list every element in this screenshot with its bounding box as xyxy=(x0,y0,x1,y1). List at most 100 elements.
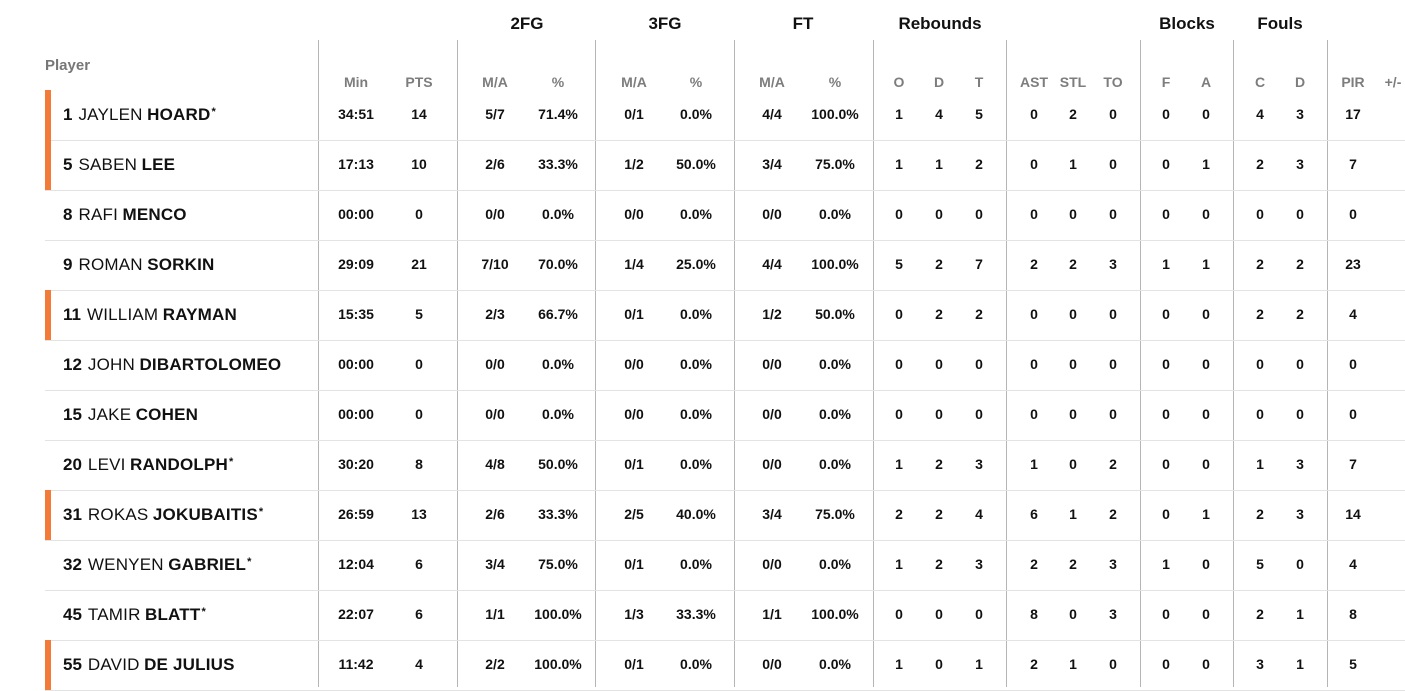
player-name[interactable]: 11 WILLIAM RAYMAN xyxy=(63,305,238,325)
header-foul-d[interactable]: D xyxy=(1294,74,1306,90)
player-row[interactable]: 1 JAYLEN HOARD* 34:51 14 5/7 71.4% 0/1 0.0% 4/4 1… xyxy=(45,90,1405,141)
stat-foul-c: 2 xyxy=(1256,256,1264,272)
player-name[interactable]: 15 JAKE COHEN xyxy=(63,405,199,425)
stat-fg2-pct: 75.0% xyxy=(538,556,578,572)
stat-ast: 0 xyxy=(1030,206,1038,222)
stat-fg3-ma: 0/0 xyxy=(624,406,644,422)
player-row[interactable]: 55 DAVID DE JULIUS 11:42 4 2/2 100.0% 0/1 0.0% 0… xyxy=(45,640,1405,691)
header-3fg-pct[interactable]: % xyxy=(689,74,703,90)
player-first-name: RAFI xyxy=(78,205,118,224)
stat-ft-ma: 3/4 xyxy=(762,506,782,522)
player-row[interactable]: 45 TAMIR BLATT* 22:07 6 1/1 100.0% 1/3 33.3% 1/1… xyxy=(45,590,1405,641)
player-number: 8 xyxy=(63,205,73,224)
player-row[interactable]: 20 LEVI RANDOLPH* 30:20 8 4/8 50.0% 0/1 0.0% 0/0… xyxy=(45,440,1405,491)
stat-pts: 13 xyxy=(411,506,427,522)
header-ast[interactable]: AST xyxy=(1020,74,1048,90)
header-ft-pct[interactable]: % xyxy=(828,74,842,90)
header-reb-t[interactable]: T xyxy=(974,74,984,90)
player-row[interactable]: 15 JAKE COHEN 00:00 0 0/0 0.0% 0/0 0.0% 0/0 0.0% 0… xyxy=(45,390,1405,441)
header-2fg-ma[interactable]: M/A xyxy=(482,74,508,90)
stat-blk-f: 0 xyxy=(1162,356,1170,372)
stat-foul-c: 0 xyxy=(1256,356,1264,372)
stat-blk-a: 0 xyxy=(1202,106,1210,122)
header-reb-o[interactable]: O xyxy=(893,74,905,90)
player-name[interactable]: 12 JOHN DIBARTOLOMEO xyxy=(63,355,282,375)
header-player[interactable]: Player xyxy=(45,57,91,74)
header-3fg-ma[interactable]: M/A xyxy=(621,74,647,90)
stat-pir: 7 xyxy=(1349,156,1357,172)
header-to[interactable]: TO xyxy=(1103,74,1123,90)
player-last-name: LEE xyxy=(141,155,176,174)
stat-min: 11:42 xyxy=(338,656,374,672)
stat-reb-t: 4 xyxy=(975,506,983,522)
stat-pir: 23 xyxy=(1345,256,1361,272)
column-divider xyxy=(318,40,319,687)
stat-pts: 6 xyxy=(415,606,423,622)
stat-foul-d: 0 xyxy=(1296,206,1304,222)
player-name[interactable]: 32 WENYEN GABRIEL* xyxy=(63,555,251,575)
player-star-marker: * xyxy=(201,606,206,618)
stat-to: 0 xyxy=(1109,156,1117,172)
player-name[interactable]: 1 JAYLEN HOARD* xyxy=(63,105,216,125)
player-row[interactable]: 11 WILLIAM RAYMAN 15:35 5 2/3 66.7% 0/1 0.0% 1/2… xyxy=(45,290,1405,341)
stat-ft-pct: 100.0% xyxy=(811,256,859,272)
stat-reb-d: 0 xyxy=(935,206,943,222)
header-2fg-pct[interactable]: % xyxy=(551,74,565,90)
stat-foul-c: 0 xyxy=(1256,406,1264,422)
header-min[interactable]: Min xyxy=(343,74,369,90)
stat-blk-a: 1 xyxy=(1202,156,1210,172)
player-first-name: WILLIAM xyxy=(86,305,159,324)
stat-pir: 0 xyxy=(1349,206,1357,222)
player-number: 11 xyxy=(63,305,81,324)
stat-pts: 21 xyxy=(411,256,427,272)
stat-ft-pct: 100.0% xyxy=(811,106,859,122)
stat-pir: 17 xyxy=(1345,106,1361,122)
header-stl[interactable]: STL xyxy=(1059,74,1087,90)
stat-blk-a: 0 xyxy=(1202,456,1210,472)
stat-foul-d: 0 xyxy=(1296,356,1304,372)
stat-blk-f: 0 xyxy=(1162,606,1170,622)
header-plusminus[interactable]: +/- xyxy=(1384,74,1402,90)
stat-blk-a: 0 xyxy=(1202,406,1210,422)
stat-foul-d: 2 xyxy=(1296,256,1304,272)
player-name[interactable]: 9 ROMAN SORKIN xyxy=(63,255,216,275)
player-row[interactable]: 5 SABEN LEE 17:13 10 2/6 33.3% 1/2 50.0% 3/4 75.0… xyxy=(45,140,1405,191)
stat-reb-o: 0 xyxy=(895,306,903,322)
player-row[interactable]: 12 JOHN DIBARTOLOMEO 00:00 0 0/0 0.0% 0/0 0.0% 0… xyxy=(45,340,1405,391)
header-blk-a[interactable]: A xyxy=(1200,74,1212,90)
header-blk-f[interactable]: F xyxy=(1161,74,1171,90)
player-first-name: JOHN xyxy=(87,355,135,374)
player-row[interactable]: 8 RAFI MENCO 00:00 0 0/0 0.0% 0/0 0.0% 0/0 0.0% 0 0… xyxy=(45,190,1405,241)
player-name[interactable]: 55 DAVID DE JULIUS xyxy=(63,655,236,675)
player-name[interactable]: 8 RAFI MENCO xyxy=(63,205,188,225)
stat-reb-o: 0 xyxy=(895,606,903,622)
stat-to: 0 xyxy=(1109,306,1117,322)
player-row[interactable]: 32 WENYEN GABRIEL* 12:04 6 3/4 75.0% 0/1 0.0% 0/… xyxy=(45,540,1405,591)
header-ft-ma[interactable]: M/A xyxy=(759,74,785,90)
header-foul-c[interactable]: C xyxy=(1254,74,1266,90)
stat-ast: 0 xyxy=(1030,356,1038,372)
header-pts[interactable]: PTS xyxy=(405,74,433,90)
stat-min: 30:20 xyxy=(338,456,374,472)
stat-reb-t: 5 xyxy=(975,106,983,122)
player-row[interactable]: 31 ROKAS JOKUBAITIS* 26:59 13 2/6 33.3% 2/5 40.… xyxy=(45,490,1405,541)
stat-ft-pct: 75.0% xyxy=(815,506,855,522)
player-name[interactable]: 45 TAMIR BLATT* xyxy=(63,605,206,625)
group-header-3fg: 3FG xyxy=(648,14,682,33)
player-name[interactable]: 20 LEVI RANDOLPH* xyxy=(63,455,233,475)
player-number: 12 xyxy=(63,355,82,374)
stat-reb-d: 2 xyxy=(935,306,943,322)
player-row[interactable]: 9 ROMAN SORKIN 29:09 21 7/10 70.0% 1/4 25.0% 4/4… xyxy=(45,240,1405,291)
group-header-ft: FT xyxy=(792,14,814,33)
stat-fg2-pct: 50.0% xyxy=(538,456,578,472)
player-name[interactable]: 31 ROKAS JOKUBAITIS* xyxy=(63,505,263,525)
header-pir[interactable]: PIR xyxy=(1341,74,1365,90)
player-name[interactable]: 5 SABEN LEE xyxy=(63,155,176,175)
player-last-name: RANDOLPH xyxy=(130,455,228,474)
stat-blk-a: 0 xyxy=(1202,556,1210,572)
header-reb-d[interactable]: D xyxy=(933,74,945,90)
stat-to: 0 xyxy=(1109,656,1117,672)
stat-foul-d: 3 xyxy=(1296,506,1304,522)
stat-blk-a: 0 xyxy=(1202,356,1210,372)
stat-fg2-pct: 33.3% xyxy=(538,156,578,172)
